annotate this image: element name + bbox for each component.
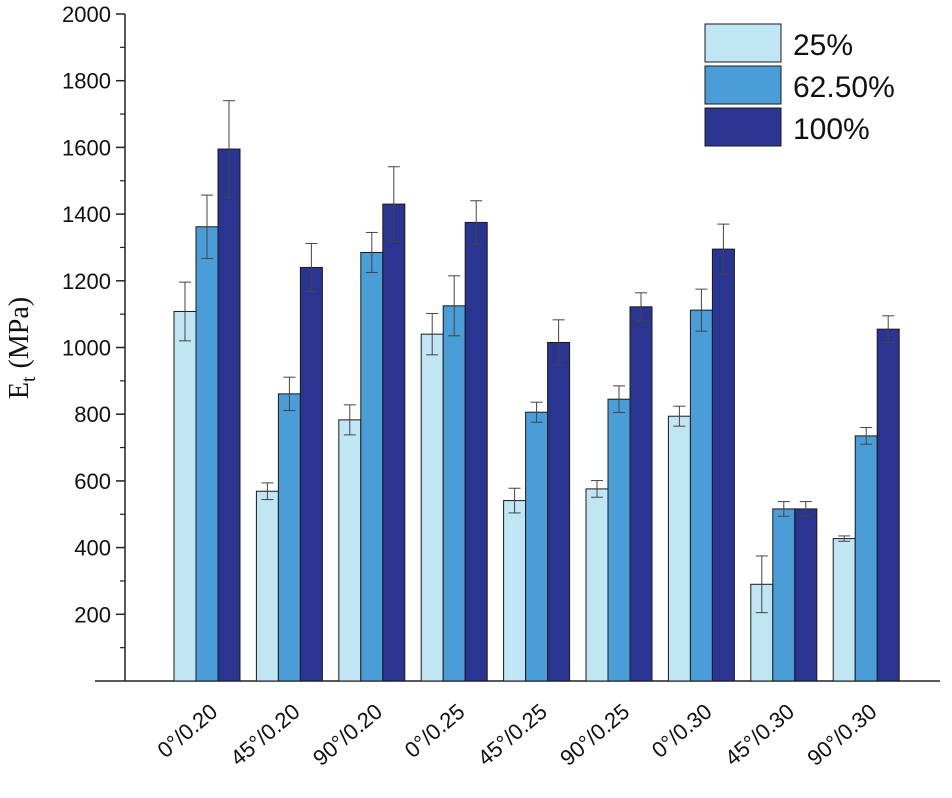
error-bar <box>838 535 851 542</box>
error-bar <box>261 482 274 501</box>
y-tick-label: 1800 <box>62 69 111 94</box>
error-bar <box>305 242 318 292</box>
x-tick-label: 90°/0.30 <box>802 699 881 771</box>
bar <box>794 508 818 682</box>
bar <box>667 415 691 682</box>
y-axis-label-unit: (MPa) <box>4 297 35 369</box>
y-tick-label: 1400 <box>62 202 111 227</box>
x-tick-label: 90°/0.20 <box>308 699 387 771</box>
bar <box>338 419 362 682</box>
x-tick-labels: 0°/0.20 45°/0.20 90°/0.20 0°/0.25 45°/0.25 90… <box>153 699 882 771</box>
bar <box>711 248 735 682</box>
bar <box>360 251 384 682</box>
error-bar <box>799 501 812 517</box>
bar <box>195 226 219 682</box>
legend: 25% 62.50% 100% <box>704 23 895 147</box>
y-tick-label: 200 <box>74 602 111 627</box>
bar <box>585 488 609 682</box>
x-tick-label: 45°/0.25 <box>473 699 552 771</box>
legend-swatch <box>704 65 782 105</box>
y-tick-label: 1200 <box>62 269 111 294</box>
error-bar <box>755 555 768 614</box>
x-tick-label: 90°/0.25 <box>555 699 634 771</box>
error-bar <box>223 100 235 198</box>
x-tick-label: 45°/0.20 <box>226 699 305 771</box>
error-bar <box>343 404 356 436</box>
y-tick-label: 1000 <box>62 336 111 361</box>
legend-swatch <box>704 23 782 63</box>
bar <box>382 203 406 682</box>
y-axis-label-main: E <box>4 382 35 399</box>
bar <box>255 490 279 682</box>
bar <box>503 500 527 682</box>
error-bar <box>777 501 790 517</box>
y-tick-label: 400 <box>74 536 111 561</box>
y-tick-label: 800 <box>74 402 111 427</box>
svg-text:Et(MPa): Et (MPa) <box>4 297 40 399</box>
error-bar <box>673 405 686 427</box>
bar <box>876 328 900 682</box>
error-bar <box>283 376 296 412</box>
bar <box>629 306 653 682</box>
error-bar <box>613 385 625 414</box>
legend-swatch <box>704 107 782 147</box>
y-axis-label-subscript: t <box>18 376 40 382</box>
error-bar <box>426 312 439 356</box>
error-bar <box>591 480 603 498</box>
bars <box>173 148 900 682</box>
bar <box>832 538 856 682</box>
bar <box>442 305 466 682</box>
error-bar <box>860 427 873 445</box>
bar <box>299 266 323 682</box>
x-tick-label: 0°/0.20 <box>153 699 223 763</box>
error-bar <box>179 281 191 342</box>
x-tick-label: 0°/0.25 <box>400 699 470 763</box>
y-tick-label: 1600 <box>62 135 111 160</box>
error-bar <box>635 292 647 322</box>
error-bar <box>508 487 521 514</box>
error-bars <box>179 100 895 614</box>
bar <box>772 508 796 682</box>
error-bar <box>448 275 461 337</box>
y-axis-label: Et (MPa) <box>4 297 40 399</box>
error-bar <box>717 223 730 275</box>
bar <box>464 221 488 682</box>
legend-label: 100% <box>793 113 870 146</box>
bar <box>547 341 571 682</box>
legend-label: 62.50% <box>793 71 895 104</box>
bar <box>173 310 197 682</box>
error-bar <box>201 194 213 259</box>
bar <box>277 393 301 682</box>
y-tick-label: 2000 <box>62 2 111 27</box>
error-bar <box>552 319 565 366</box>
error-bar <box>695 288 708 332</box>
error-bar <box>530 401 543 423</box>
x-tick-label: 0°/0.30 <box>647 699 717 763</box>
error-bar <box>387 166 400 242</box>
bar <box>525 411 549 682</box>
x-tick-label: 45°/0.30 <box>720 699 799 771</box>
bar <box>854 435 878 682</box>
error-bar <box>365 231 378 273</box>
y-tick-label: 600 <box>74 469 111 494</box>
error-bar <box>470 200 483 245</box>
bar <box>217 148 241 682</box>
y-ticks: 200 400 600 800 1000 1200 1400 1600 1800 2000 <box>62 2 125 649</box>
bar <box>607 398 631 682</box>
bar <box>420 333 444 682</box>
error-bar <box>882 315 895 343</box>
legend-label: 25% <box>793 29 853 62</box>
bar <box>689 309 713 682</box>
